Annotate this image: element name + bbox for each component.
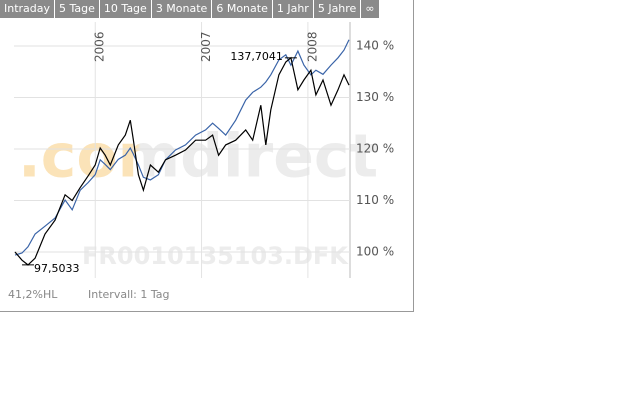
footer-interval: Intervall: 1 Tag [88,288,170,301]
tab[interactable]: Intraday [0,0,55,18]
price-line [14,39,350,256]
chart-widget: .comdirect FR0010135103.DFK 100 % 110 % 12… [0,0,414,312]
y-tick-label: 110 % [356,193,394,207]
watermark-logo: .comdirect [18,122,378,192]
tab[interactable]: 6 Monate [212,0,272,18]
tab[interactable]: 1 Jahr [272,0,313,18]
x-tick-label: 2006 [93,31,107,62]
y-tick-label: 130 % [356,90,394,104]
price-line [14,56,350,266]
tab[interactable]: 3 Monate [151,0,212,18]
tab[interactable]: ∞ [361,0,379,18]
chart: .comdirect FR0010135103.DFK 100 % 110 % 12… [8,22,394,301]
x-tick-label: 2008 [305,31,319,62]
x-tick-label: 2007 [199,31,213,62]
tab[interactable]: 5 Tage [55,0,99,18]
tab[interactable]: 10 Tage [99,0,151,18]
footer-range: 41,2%HL [8,288,58,301]
y-tick-label: 100 % [356,244,394,258]
annotation-label: 137,7041 [230,50,283,63]
tab-bar: Intraday 5 Tage 10 Tage 3 Monate 6 Monate 1 J… [0,0,380,18]
y-tick-label: 120 % [356,141,394,155]
watermark-symbol: FR0010135103.DFK [82,242,349,270]
tab[interactable]: 5 Jahre [313,0,361,18]
annotation-label: 97,5033 [34,262,80,275]
y-tick-label: 140 % [356,38,394,52]
